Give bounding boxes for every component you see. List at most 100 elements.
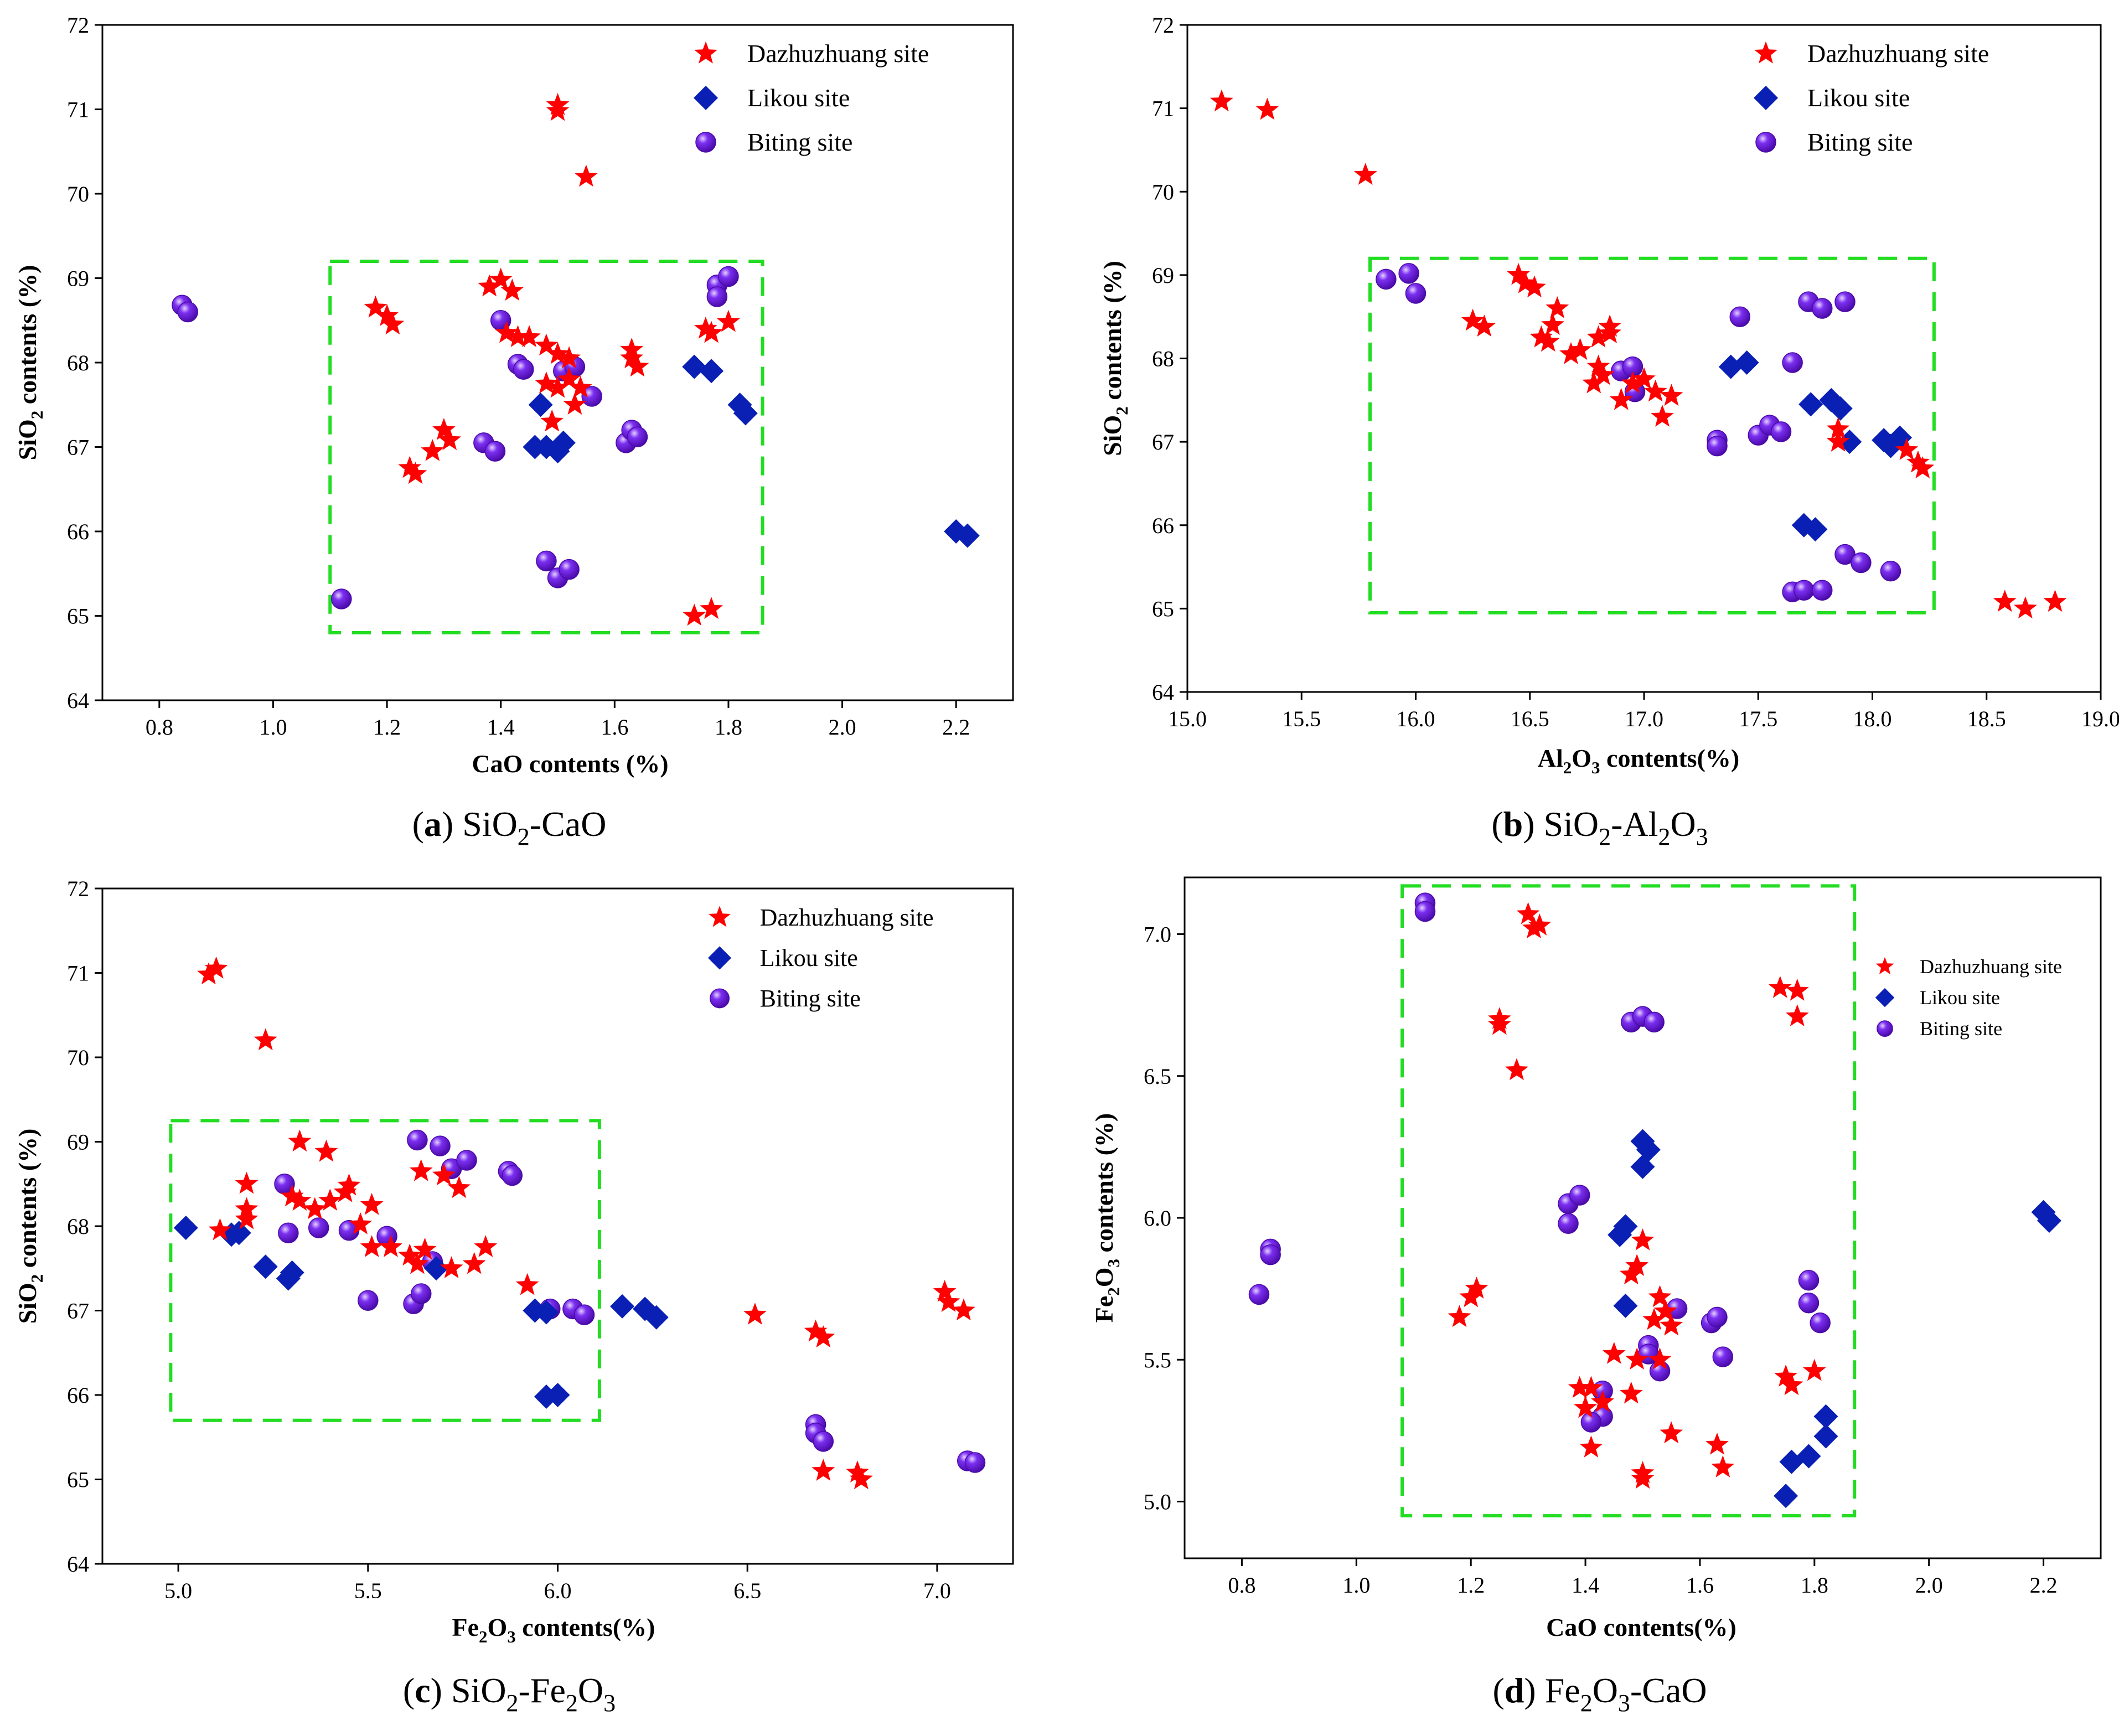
dazhuzhuang-point [518, 325, 541, 347]
dazhuzhuang-point [1643, 379, 1667, 402]
legend: Dazhuzhuang site Likou site Biting site [1875, 955, 2062, 1040]
highlight-box [328, 260, 764, 634]
biting-point [559, 559, 580, 580]
biting-point [813, 1431, 834, 1452]
dazhuzhuang-point [398, 456, 422, 478]
dazhuzhuang-point [404, 462, 427, 484]
panel-caption: (c) SiO2-Fe2O3 [403, 1671, 616, 1717]
x-tick-label: 2.2 [2030, 1573, 2058, 1598]
dazhuzhuang-point [349, 1212, 372, 1234]
dazhuzhuang-point [1632, 367, 1656, 389]
dazhuzhuang-point [1513, 271, 1537, 293]
legend: Dazhuzhuang site Likou site Biting site [1754, 39, 1989, 156]
dazhuzhuang-point [1522, 916, 1546, 938]
likou-point [1798, 392, 1823, 417]
dazhuzhuang-point [1586, 325, 1610, 348]
dazhuzhuang-point [743, 1303, 767, 1325]
dazhuzhuang-point [1705, 1433, 1729, 1455]
y-tick-label: 70 [67, 1045, 89, 1070]
dazhuzhuang-point [1541, 313, 1564, 335]
likou-point [1613, 1214, 1638, 1239]
likou-point [1813, 1404, 1838, 1429]
dazhuzhuang-point [1448, 1305, 1471, 1327]
dazhuzhuang-point [620, 346, 644, 369]
y-tick-label: 67 [67, 435, 89, 460]
dazhuzhuang-point [409, 1159, 433, 1181]
legend-marker-biting [1877, 1020, 1893, 1037]
dazhuzhuang-point [432, 1163, 456, 1186]
x-tick-label: 7.0 [923, 1578, 951, 1603]
likou-point [1803, 517, 1828, 542]
y-tick-label: 71 [67, 97, 89, 122]
dazhuzhuang-point [1768, 975, 1792, 998]
dazhuzhuang-point [568, 375, 592, 398]
dazhuzhuang-point [495, 321, 518, 343]
dazhuzhuang-point [1648, 1285, 1672, 1308]
dazhuzhuang-point [337, 1173, 361, 1196]
x-tick-label: 0.8 [1228, 1573, 1255, 1598]
series-biting [1376, 263, 1901, 602]
legend: Dazhuzhuang site Likou site Biting site [707, 904, 934, 1012]
x-tick-label: 16.5 [1511, 706, 1549, 731]
dazhuzhuang-point [683, 603, 706, 626]
series-dazhuzhuang [364, 92, 740, 626]
biting-point [177, 301, 198, 323]
biting-point [1707, 435, 1728, 457]
series-dazhuzhuang [1210, 89, 2067, 619]
biting-point [1405, 283, 1427, 304]
biting-point [1729, 306, 1750, 327]
legend-marker-biting [710, 988, 730, 1009]
biting-point [1398, 263, 1419, 284]
biting-point [581, 386, 602, 407]
legend-label: Biting site [1807, 128, 1913, 156]
dazhuzhuang-point [546, 99, 570, 121]
biting-point [1798, 1270, 1820, 1291]
dazhuzhuang-point [1523, 275, 1546, 298]
legend-marker-biting [1755, 132, 1776, 153]
series-biting [274, 1129, 986, 1473]
dazhuzhuang-point [314, 1139, 338, 1162]
y-tick-label: 5.0 [1144, 1490, 1171, 1515]
y-axis-title: Fe2O3 contents (%) [1090, 1113, 1123, 1322]
biting-point [1569, 1185, 1590, 1206]
biting-point [411, 1283, 432, 1304]
panels: 0.8 1.0 1.2 1.4 1.6 1.8 2.0 2.2 64 65 66 67 68 69 70 71… [13, 13, 2119, 1717]
highlight-box [169, 1119, 601, 1422]
biting-point [1834, 291, 1856, 312]
legend-marker-likou [707, 946, 732, 970]
y-tick-label: 64 [1152, 680, 1174, 705]
dazhuzhuang-point [1654, 1299, 1677, 1321]
x-tick-label: 1.4 [487, 715, 515, 740]
series-likou [523, 354, 980, 548]
dazhuzhuang-point [398, 1243, 422, 1266]
y-tick-label: 66 [67, 1383, 89, 1408]
dazhuzhuang-point [1529, 325, 1553, 348]
panel-c: 5.0 5.5 6.0 6.5 7.0 64 65 66 67 68 69 70 71 72 Dazhuzh… [13, 876, 1014, 1717]
dazhuzhuang-point [235, 1171, 259, 1194]
y-tick-label: 67 [1152, 430, 1174, 454]
y-tick-label: 65 [1152, 596, 1174, 621]
dazhuzhuang-point [1465, 1277, 1489, 1299]
biting-point [1376, 268, 1397, 290]
dazhuzhuang-point [1660, 1313, 1683, 1336]
dazhuzhuang-point [1516, 902, 1540, 924]
biting-point [1812, 298, 1833, 319]
dazhuzhuang-point [489, 267, 513, 290]
y-tick-label: 70 [67, 182, 89, 206]
dazhuzhuang-point [478, 274, 501, 297]
likou-point [1630, 1154, 1655, 1179]
dazhuzhuang-point [204, 956, 228, 979]
dazhuzhuang-point [413, 1237, 437, 1260]
series-likou [173, 1216, 669, 1409]
dazhuzhuang-point [933, 1280, 957, 1302]
biting-point [706, 286, 728, 307]
biting-point [430, 1135, 451, 1156]
dazhuzhuang-point [1546, 296, 1569, 318]
dazhuzhuang-point [540, 409, 564, 432]
likou-point [1734, 350, 1759, 375]
dazhuzhuang-point [288, 1129, 312, 1152]
dazhuzhuang-point [474, 1235, 498, 1257]
x-tick-label: 18.0 [1853, 706, 1892, 731]
